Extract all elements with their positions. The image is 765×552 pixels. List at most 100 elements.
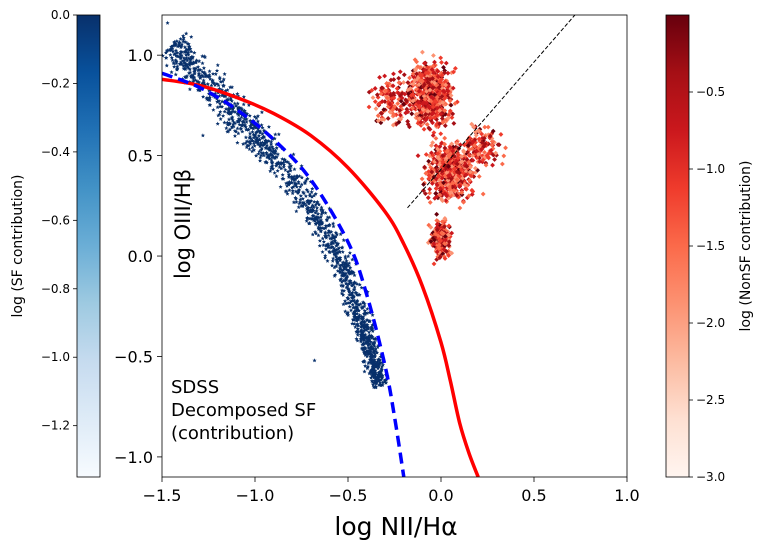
- nonsf-point: [418, 123, 424, 128]
- sf-point: [337, 245, 342, 250]
- sf-point: [260, 143, 266, 148]
- sf-point: [321, 239, 326, 244]
- nonsf-point: [428, 102, 434, 108]
- sf-point: [370, 355, 375, 360]
- sf-point: [252, 143, 257, 148]
- nonsf-point: [437, 77, 442, 83]
- nonsf-point: [431, 241, 437, 247]
- sf-point: [302, 201, 307, 206]
- sf-point: [340, 283, 346, 288]
- nonsf-point: [419, 95, 425, 100]
- sf-point: [370, 373, 375, 378]
- nonsf-point: [432, 98, 438, 104]
- sf-point: [318, 218, 323, 222]
- nonsf-point: [439, 72, 445, 78]
- sf-point: [366, 345, 371, 350]
- sf-point: [368, 351, 373, 356]
- sf-point: [367, 357, 373, 362]
- sf-point: [299, 175, 304, 180]
- nonsf-point: [434, 122, 439, 128]
- nonsf-point: [490, 146, 496, 151]
- sf-point: [296, 181, 301, 186]
- sf-point: [266, 146, 271, 151]
- nonsf-point: [418, 119, 424, 125]
- nonsf-point: [375, 118, 381, 124]
- nonsf-point: [401, 72, 407, 78]
- sf-point: [215, 63, 220, 67]
- nonsf-point: [422, 164, 427, 170]
- nonsf-point: [481, 135, 487, 141]
- sf-point: [171, 43, 176, 48]
- sf-point: [362, 320, 367, 325]
- sf-point: [307, 199, 312, 204]
- sf-point: [235, 118, 240, 123]
- sf-point: [179, 42, 184, 47]
- sf-point: [211, 107, 216, 112]
- sf-point: [292, 177, 297, 182]
- sf-point: [169, 55, 174, 60]
- sf-point: [326, 233, 331, 238]
- sf-point: [241, 141, 246, 146]
- sf-point: [326, 230, 331, 235]
- sf-point: [333, 272, 338, 277]
- nonsf-point: [456, 194, 462, 200]
- nonsf-point: [482, 124, 488, 130]
- nonsf-point: [437, 108, 443, 114]
- sf-point: [183, 52, 189, 57]
- nonsf-point: [421, 182, 426, 187]
- nonsf-point: [423, 112, 428, 117]
- sf-point: [258, 155, 263, 160]
- nonsf-point: [424, 122, 430, 127]
- sf-point: [256, 151, 261, 156]
- sf-point: [306, 206, 311, 210]
- nonsf-point: [406, 91, 412, 97]
- nonsf-point: [379, 99, 385, 104]
- sf-point: [378, 382, 383, 387]
- nonsf-point: [417, 107, 422, 113]
- sf-point: [188, 46, 193, 51]
- nonsf-point: [450, 85, 456, 91]
- sf-point: [175, 54, 180, 58]
- sf-point: [217, 101, 222, 106]
- nonsf-point: [430, 140, 436, 146]
- sf-point: [348, 265, 353, 270]
- nonsf-point: [439, 219, 445, 225]
- sf-point: [272, 136, 277, 141]
- nonsf-point: [498, 132, 504, 137]
- sf-point: [192, 71, 197, 76]
- nonsf-point: [492, 157, 497, 162]
- sf-point: [309, 189, 314, 194]
- sf-point: [293, 182, 298, 187]
- nonsf-point: [463, 172, 469, 178]
- nonsf-point: [437, 186, 443, 191]
- sf-point: [369, 333, 374, 338]
- sf-point: [378, 354, 383, 359]
- sf-point: [235, 101, 240, 106]
- sf-point: [306, 221, 312, 226]
- sf-point: [179, 53, 184, 58]
- nonsf-point: [456, 167, 462, 173]
- nonsf-point: [469, 187, 475, 193]
- sf-point: [310, 194, 315, 199]
- nonsf-point: [427, 105, 432, 111]
- sf-point: [270, 144, 275, 149]
- nonsf-point: [420, 49, 425, 55]
- sf-point: [329, 242, 334, 246]
- nonsf-point: [449, 70, 454, 76]
- sf-point: [259, 150, 264, 155]
- sf-point: [178, 61, 183, 66]
- sf-point: [210, 80, 215, 85]
- nonsf-point: [442, 191, 448, 197]
- sf-point: [296, 191, 301, 195]
- nonsf-point: [373, 106, 379, 112]
- sf-point: [373, 372, 378, 376]
- sf-point: [354, 318, 359, 323]
- sf-point: [368, 339, 373, 344]
- nonsf-point: [476, 174, 482, 179]
- sf-point: [274, 163, 279, 168]
- nonsf-point: [430, 64, 436, 69]
- sf-point: [186, 71, 192, 75]
- sf-point: [207, 95, 212, 100]
- sf-point: [231, 124, 236, 129]
- sf-point: [355, 332, 360, 337]
